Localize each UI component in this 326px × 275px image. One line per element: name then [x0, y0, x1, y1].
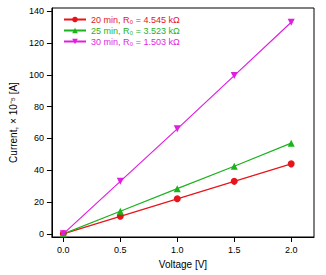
- svg-text:Current, × 10⁻⁵ [A]: Current, × 10⁻⁵ [A]: [8, 82, 19, 163]
- svg-text:30 min, R₀ = 1.503 kΩ: 30 min, R₀ = 1.503 kΩ: [91, 37, 180, 47]
- svg-text:1.5: 1.5: [228, 245, 241, 255]
- svg-text:1.0: 1.0: [171, 245, 184, 255]
- svg-text:60: 60: [34, 133, 44, 143]
- svg-text:0.5: 0.5: [114, 245, 127, 255]
- svg-text:0.0: 0.0: [57, 245, 70, 255]
- svg-text:Voltage [V]: Voltage [V]: [159, 259, 208, 270]
- svg-text:20 min, R₀ = 4.545 kΩ: 20 min, R₀ = 4.545 kΩ: [91, 15, 180, 25]
- svg-text:80: 80: [34, 102, 44, 112]
- svg-text:140: 140: [29, 6, 44, 16]
- svg-text:25 min, R₀ = 3.523 kΩ: 25 min, R₀ = 3.523 kΩ: [91, 26, 180, 36]
- svg-text:120: 120: [29, 38, 44, 48]
- svg-text:40: 40: [34, 165, 44, 175]
- svg-text:100: 100: [29, 70, 44, 80]
- svg-text:0: 0: [39, 229, 44, 239]
- svg-text:20: 20: [34, 197, 44, 207]
- svg-text:2.0: 2.0: [285, 245, 298, 255]
